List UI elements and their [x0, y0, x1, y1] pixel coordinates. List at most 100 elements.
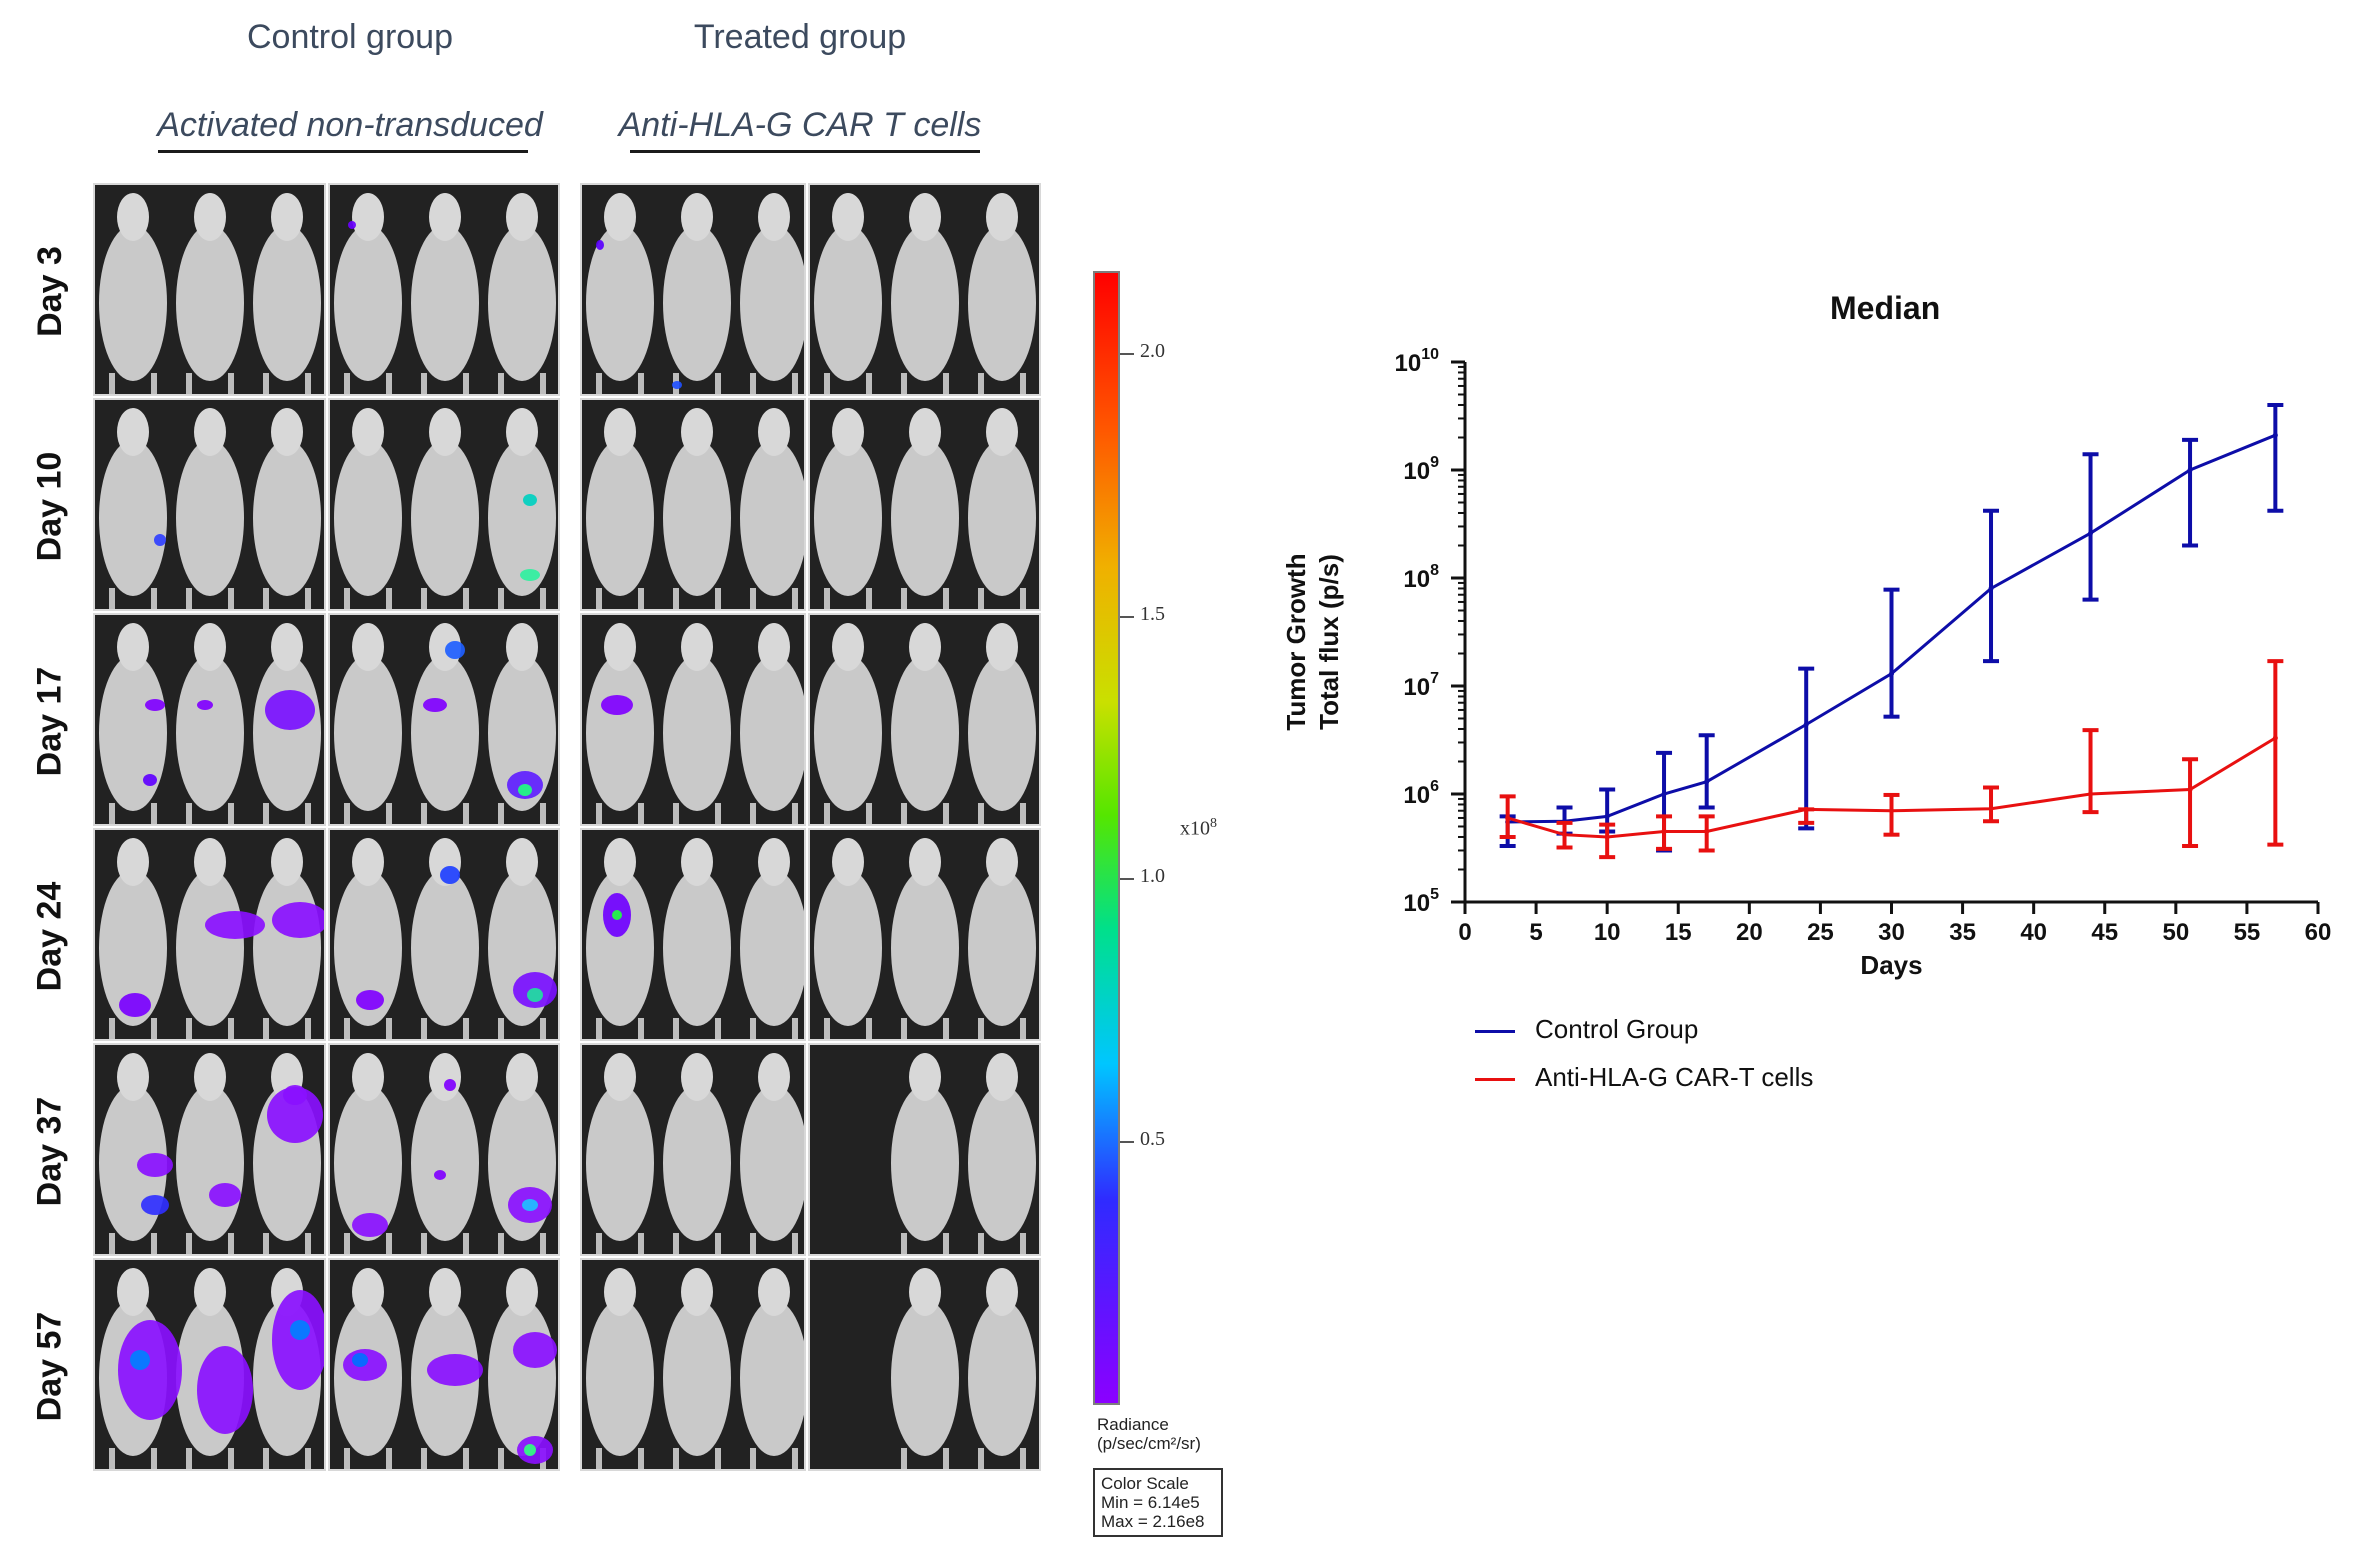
data-point-control [2272, 432, 2278, 438]
x-tick-label: 40 [2020, 919, 2047, 946]
mouse-image-panel [580, 398, 806, 611]
data-point-control [1803, 722, 1809, 728]
x-tick-label: 25 [1807, 919, 1834, 946]
radiance-color-bar [1093, 271, 1120, 1405]
mouse-image-panel [93, 1258, 326, 1471]
day-label-10: Day 10 [30, 451, 69, 562]
x-axis-label: Days [1860, 950, 1922, 980]
x-tick-label: 0 [1458, 919, 1471, 946]
data-point-car-t [1661, 828, 1667, 834]
x-tick-label: 30 [1878, 919, 1905, 946]
mouse-image-panel [93, 613, 326, 826]
data-point-control [1661, 791, 1667, 797]
control-group-title: Control group [246, 18, 453, 56]
y-tick-label: 109 [1403, 454, 1439, 485]
colorbar-tick-label: 1.5 [1140, 603, 1165, 625]
colorbar-tick-label: 0.5 [1140, 1128, 1165, 1150]
mouse-image-panel [580, 1258, 806, 1471]
mouse-image-panel [808, 398, 1041, 611]
x-tick-label: 15 [1665, 919, 1692, 946]
legend-label-control: Control Group [1535, 1014, 1699, 1044]
y-tick-label: 108 [1403, 562, 1439, 593]
mouse-image-panel [93, 398, 326, 611]
mouse-image-panel [93, 183, 326, 396]
day-label-3: Day 3 [30, 246, 69, 337]
radiance-units-label: Radiance (p/sec/cm²/sr) [1097, 1415, 1201, 1453]
colorbar-tick-label: 1.0 [1140, 865, 1165, 887]
day-label-24: Day 24 [30, 881, 69, 992]
color-scale-min: Min = 6.14e5 [1101, 1493, 1200, 1512]
data-point-control [1704, 779, 1710, 785]
data-point-car-t [2187, 787, 2193, 793]
colorbar-tick [1120, 616, 1134, 618]
y-tick-label: 106 [1403, 778, 1439, 809]
mouse-image-panel [93, 1043, 326, 1256]
mouse-image-panel [328, 1043, 560, 1256]
colorbar-tick [1120, 1141, 1134, 1143]
mouse-image-panel [808, 1258, 1041, 1471]
mouse-image-panel [328, 1258, 560, 1471]
x-tick-label: 20 [1736, 919, 1763, 946]
data-point-control [1604, 813, 1610, 819]
y-tick-label: 1010 [1395, 346, 1440, 377]
legend-label-car-t: Anti-HLA-G CAR-T cells [1535, 1062, 1814, 1092]
color-scale-box: Color Scale Min = 6.14e5 Max = 2.16e8 [1093, 1468, 1223, 1537]
x-tick-label: 50 [2162, 919, 2189, 946]
y-axis-label-line2: Total flux (p/s) [1314, 554, 1344, 730]
control-group-subtitle: Activated non-transduced [157, 106, 543, 144]
data-point-control [1988, 585, 1994, 591]
data-point-car-t [1704, 828, 1710, 834]
data-point-car-t [1562, 832, 1568, 838]
mouse-image-panel [580, 1043, 806, 1256]
data-point-car-t [1505, 815, 1511, 821]
color-scale-title: Color Scale [1101, 1474, 1189, 1493]
x-tick-label: 35 [1949, 919, 1976, 946]
data-point-car-t [1604, 834, 1610, 840]
control-subtitle-underline [158, 150, 528, 153]
day-label-17: Day 17 [30, 666, 69, 777]
mouse-image-panel [808, 183, 1041, 396]
mouse-image-panel [328, 183, 560, 396]
colorbar-tick [1120, 353, 1134, 355]
x-tick-label: 45 [2091, 919, 2118, 946]
color-scale-max: Max = 2.16e8 [1101, 1512, 1205, 1531]
y-tick-label: 105 [1403, 886, 1439, 917]
y-axis-label-line1: Tumor Growth [1281, 553, 1311, 730]
x-tick-label: 10 [1594, 919, 1621, 946]
data-point-car-t [2088, 791, 2094, 797]
mouse-image-panel [93, 828, 326, 1041]
y-tick-label: 107 [1403, 670, 1439, 701]
mouse-image-panel [808, 613, 1041, 826]
data-point-car-t [1988, 806, 1994, 812]
mouse-image-panel [808, 1043, 1041, 1256]
mouse-image-panel [808, 828, 1041, 1041]
treated-group-title: Treated group [693, 18, 907, 56]
chart-title: Median [1830, 290, 1941, 326]
data-point-car-t [1889, 808, 1894, 814]
colorbar-tick-label: 2.0 [1140, 340, 1165, 362]
mouse-image-panel [580, 183, 806, 396]
data-point-control [1889, 671, 1894, 677]
day-label-57: Day 57 [30, 1311, 69, 1422]
mouse-image-panel [580, 828, 806, 1041]
legend-swatch-car-t [1475, 1078, 1515, 1081]
x-tick-label: 60 [2305, 919, 2332, 946]
mouse-image-panel [328, 828, 560, 1041]
data-point-car-t [1803, 806, 1809, 812]
legend-swatch-control [1475, 1030, 1515, 1033]
data-point-control [2187, 467, 2193, 473]
treated-subtitle-underline [630, 150, 980, 153]
mouse-image-panel [580, 613, 806, 826]
tumor-growth-chart: 0 5 10 15 20 25 30 35 40 45 50 55 60 105 106 107 108 109 1… [1281, 346, 2332, 980]
mouse-image-panel [328, 613, 560, 826]
colorbar-exponent: x108 [1180, 816, 1217, 840]
data-point-car-t [2272, 735, 2278, 741]
day-label-37: Day 37 [30, 1096, 69, 1207]
data-point-control [2088, 530, 2094, 536]
treated-group-subtitle: Anti-HLA-G CAR T cells [618, 106, 982, 144]
colorbar-tick [1120, 878, 1134, 880]
x-tick-label: 55 [2234, 919, 2261, 946]
x-tick-label: 5 [1529, 919, 1542, 946]
mouse-image-panel [328, 398, 560, 611]
